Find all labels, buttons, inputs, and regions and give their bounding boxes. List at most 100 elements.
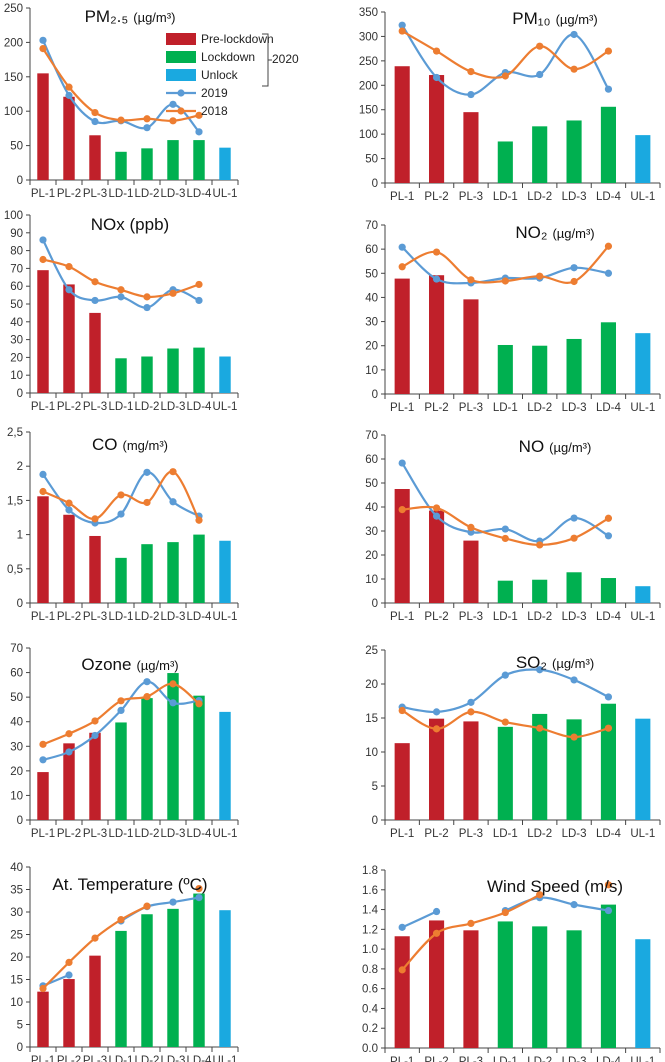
point-2018-LD-4 [604, 242, 613, 250]
bar-LD-4 [193, 347, 205, 393]
bar-PL-2 [429, 75, 445, 183]
y-tick-label: 0.8 [362, 964, 378, 976]
y-tick-label: 10 [365, 365, 378, 377]
point-2019-PL-3 [91, 731, 99, 740]
y-tick-label: 40 [10, 717, 23, 729]
chart-title-name: NO₂ [515, 223, 547, 242]
point-2019-LD-4 [604, 269, 613, 277]
point-2018-LD-4 [195, 516, 203, 524]
point-2018-LD-3 [169, 117, 177, 125]
bar-LD-3 [566, 719, 582, 820]
y-tick-label: 2,5 [7, 427, 23, 439]
bar-LD-3 [566, 572, 582, 603]
y-tick-label: 50 [10, 692, 23, 704]
bar-LD-4 [600, 904, 616, 1048]
y-tick-label: 70 [10, 643, 23, 655]
point-2019-PL-2 [65, 91, 73, 99]
y-tick-label: 100 [4, 210, 23, 222]
bar-UL-1 [219, 356, 231, 393]
bar-LD-4 [193, 534, 205, 603]
x-tick-label: LD-4 [596, 402, 622, 414]
x-tick-label: LD-3 [161, 1055, 186, 1062]
y-tick-label: 300 [359, 31, 378, 43]
y-tick-label: 1.4 [362, 905, 379, 917]
point-2018-PL-1 [398, 706, 406, 715]
point-2019-PL-2 [65, 506, 73, 514]
x-tick-label: LD-4 [596, 611, 622, 623]
chart-title-name: NOx (ppb) [91, 215, 169, 234]
legend-label: Lockdown [201, 50, 255, 64]
x-tick-label: UL-1 [213, 828, 238, 840]
x-tick-label: LD-3 [161, 188, 186, 200]
chart-panel-4: 0 0,5 1 1,5 2 2,5 PL-1 PL-2 PL-3 LD-1 LD-2 LD-3 LD-4… [7, 427, 239, 623]
bar-PL-1 [37, 772, 49, 820]
y-tick-label: 90 [10, 228, 23, 240]
x-tick-label: PL-2 [424, 611, 448, 623]
x-tick-label: LD-2 [135, 188, 160, 200]
bar-PL-2 [429, 510, 445, 603]
x-tick-label: PL-1 [390, 611, 414, 623]
x-tick-label: LD-4 [187, 611, 213, 623]
point-2019-LD-4 [195, 296, 203, 305]
bar-PL-1 [394, 743, 410, 820]
point-2018-PL-2 [65, 730, 73, 738]
x-tick-label: PL-1 [31, 188, 55, 200]
y-tick-label: 250 [359, 56, 378, 68]
point-2018-PL-3 [467, 523, 475, 532]
y-tick-label: 0 [17, 175, 23, 187]
bar-PL-1 [37, 496, 49, 603]
y-tick-label: 200 [359, 80, 378, 92]
point-2019-LD-2 [143, 468, 151, 476]
chart-panel-6: 0 10 20 30 40 50 60 70 PL-1 PL-2 PL-3 LD-1 LD-2 LD-3 L… [10, 643, 239, 840]
x-tick-label: PL-2 [424, 828, 448, 840]
x-tick-label: LD-1 [493, 611, 518, 623]
x-tick-label: PL-1 [31, 401, 55, 413]
bar-LD-1 [115, 722, 127, 820]
point-2018-LD-3 [570, 534, 578, 542]
x-tick-label: PL-2 [57, 1055, 81, 1062]
x-tick-label: UL-1 [630, 191, 655, 203]
bar-PL-3 [463, 299, 479, 394]
point-2019-LD-2 [143, 678, 151, 686]
bar-LD-3 [566, 930, 582, 1048]
point-2018-PL-3 [467, 919, 475, 928]
chart-panel-0: 0 50 100 150 200 250 PL-1 PL-2 PL-3 LD-1 LD-2 LD-3 L… [4, 3, 239, 200]
bar-LD-3 [566, 338, 582, 394]
y-tick-label: 30 [365, 317, 378, 329]
bar-LD-1 [497, 141, 513, 183]
x-tick-label: UL-1 [630, 828, 655, 840]
point-2019-LD-3 [570, 676, 578, 684]
y-tick-label: 70 [10, 263, 23, 275]
y-tick-label: 1.8 [362, 865, 378, 877]
point-2018-LD-2 [143, 115, 151, 123]
bar-PL-2 [63, 979, 75, 1047]
legend-marker [177, 89, 185, 97]
chart-title: PM₁₀ (µg/m³) [512, 9, 597, 28]
y-tick-label: 10 [365, 747, 378, 759]
y-tick-label: 350 [359, 7, 378, 19]
point-2019-LD-1 [117, 293, 125, 301]
x-tick-label: LD-4 [596, 1056, 622, 1062]
y-tick-label: 0.2 [362, 1023, 378, 1035]
point-2019-PL-2 [65, 748, 73, 756]
y-tick-label: 10 [10, 370, 23, 382]
point-2018-LD-2 [143, 498, 151, 507]
bar-PL-1 [394, 278, 410, 394]
chart-title-unit: (µg/m³) [552, 226, 594, 241]
point-2018-PL-3 [467, 708, 475, 716]
bar-LD-3 [566, 120, 582, 183]
bar-PL-1 [394, 489, 410, 603]
point-2018-PL-3 [91, 278, 99, 286]
x-tick-label: PL-3 [83, 401, 107, 413]
x-tick-label: UL-1 [630, 402, 655, 414]
point-2018-LD-2 [143, 693, 151, 701]
x-tick-label: PL-3 [83, 188, 107, 200]
point-2018-PL-3 [91, 108, 99, 117]
chart-title: PM₂.₅ (µg/m³) [85, 7, 176, 26]
point-2018-LD-1 [501, 534, 509, 543]
point-2018-PL-3 [467, 68, 475, 76]
point-2018-LD-4 [604, 724, 613, 732]
bar-LD-1 [497, 921, 513, 1048]
point-2019-LD-1 [117, 510, 125, 518]
x-tick-label: PL-3 [459, 402, 483, 414]
